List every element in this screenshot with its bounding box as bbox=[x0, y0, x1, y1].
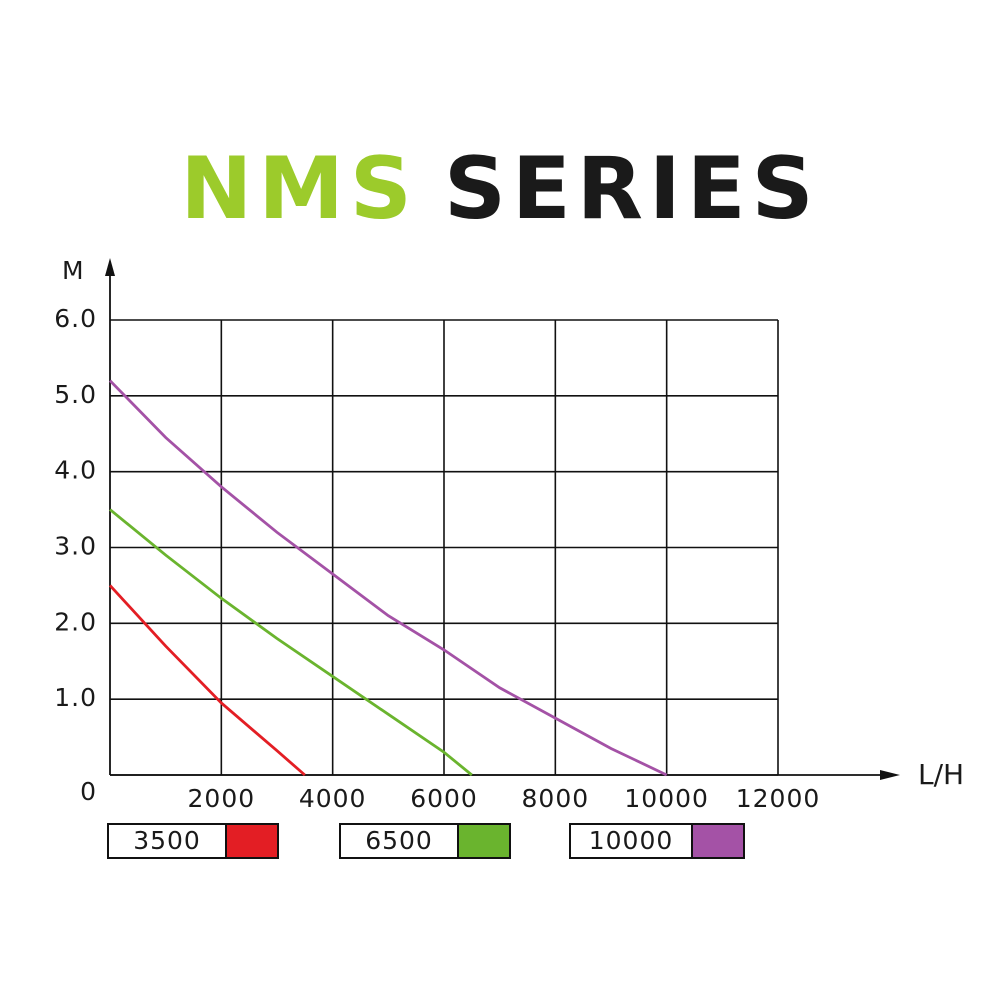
y-tick-label: 5.0 bbox=[54, 380, 97, 409]
title-part: NMS bbox=[180, 139, 414, 239]
x-tick-label: 6000 bbox=[410, 784, 478, 813]
y-axis-label: M bbox=[62, 256, 84, 285]
x-tick-label: 4000 bbox=[299, 784, 367, 813]
x-tick-label: 8000 bbox=[522, 784, 590, 813]
y-tick-label: 1.0 bbox=[54, 683, 97, 712]
legend-label: 3500 bbox=[133, 826, 201, 855]
title-part: SERIES bbox=[444, 139, 820, 239]
y-tick-label: 0 bbox=[80, 777, 97, 806]
y-tick-label: 2.0 bbox=[54, 607, 97, 636]
y-tick-label: 3.0 bbox=[54, 532, 97, 561]
x-tick-label: 2000 bbox=[188, 784, 256, 813]
y-tick-label: 4.0 bbox=[54, 456, 97, 485]
series-line bbox=[108, 584, 306, 777]
legend-swatch bbox=[225, 823, 279, 859]
chart-title: NMS SERIES bbox=[180, 139, 819, 239]
legend-swatch bbox=[457, 823, 511, 859]
x-axis-label: L/H bbox=[918, 758, 964, 791]
x-tick-label: 12000 bbox=[736, 784, 821, 813]
series-line bbox=[109, 508, 473, 777]
series-line bbox=[108, 379, 668, 777]
legend-label: 10000 bbox=[589, 826, 674, 855]
y-axis-arrow bbox=[105, 258, 115, 276]
legend-label: 6500 bbox=[365, 826, 433, 855]
x-axis-arrow bbox=[880, 770, 900, 780]
y-tick-label: 6.0 bbox=[54, 304, 97, 333]
legend-swatch bbox=[691, 823, 745, 859]
x-tick-label: 10000 bbox=[624, 784, 709, 813]
